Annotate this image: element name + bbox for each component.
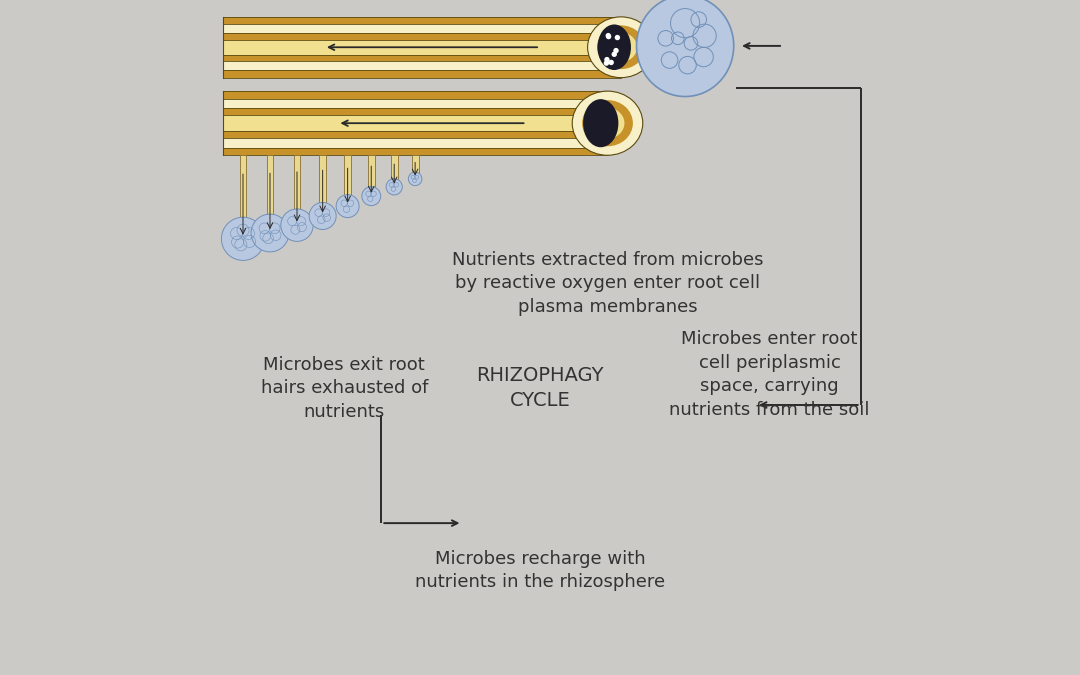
Bar (222, 40, 621, 55)
Bar (368, 155, 375, 188)
Bar (345, 155, 351, 196)
Bar (222, 24, 621, 70)
Bar (222, 91, 607, 155)
Ellipse shape (582, 100, 633, 146)
Bar (222, 109, 607, 138)
Bar (411, 155, 419, 173)
Ellipse shape (588, 17, 654, 78)
Circle shape (408, 172, 422, 186)
Circle shape (606, 33, 611, 38)
Text: Nutrients extracted from microbes
by reactive oxygen enter root cell
plasma memb: Nutrients extracted from microbes by rea… (451, 251, 764, 316)
Bar (222, 17, 621, 78)
Ellipse shape (597, 26, 645, 69)
Text: Microbes exit root
hairs exhausted of
nutrients: Microbes exit root hairs exhausted of nu… (260, 356, 428, 421)
Circle shape (221, 217, 265, 261)
Circle shape (309, 202, 336, 230)
Ellipse shape (605, 32, 637, 62)
Circle shape (362, 187, 380, 206)
Bar (222, 33, 621, 61)
Circle shape (613, 48, 619, 53)
Circle shape (611, 51, 617, 57)
Circle shape (606, 34, 611, 39)
Ellipse shape (636, 0, 733, 97)
Text: Microbes recharge with
nutrients in the rhizosphere: Microbes recharge with nutrients in the … (415, 549, 665, 591)
Circle shape (608, 60, 613, 65)
Ellipse shape (583, 99, 619, 147)
Circle shape (281, 209, 313, 242)
Bar (294, 155, 300, 211)
Bar (267, 155, 273, 216)
Circle shape (336, 194, 359, 217)
Ellipse shape (591, 108, 624, 138)
Ellipse shape (572, 91, 643, 155)
Circle shape (387, 179, 402, 195)
Bar (240, 155, 246, 219)
Circle shape (615, 35, 620, 40)
Text: RHIZOPHAGY
CYCLE: RHIZOPHAGY CYCLE (476, 366, 604, 410)
Bar (391, 155, 397, 180)
Bar (222, 99, 607, 148)
Circle shape (251, 214, 289, 252)
Circle shape (604, 60, 609, 65)
Text: Microbes enter root
cell periplasmic
space, carrying
nutrients from the soil: Microbes enter root cell periplasmic spa… (670, 330, 869, 419)
Ellipse shape (597, 24, 631, 70)
Circle shape (604, 57, 609, 62)
Bar (320, 155, 326, 204)
Bar (222, 115, 607, 131)
